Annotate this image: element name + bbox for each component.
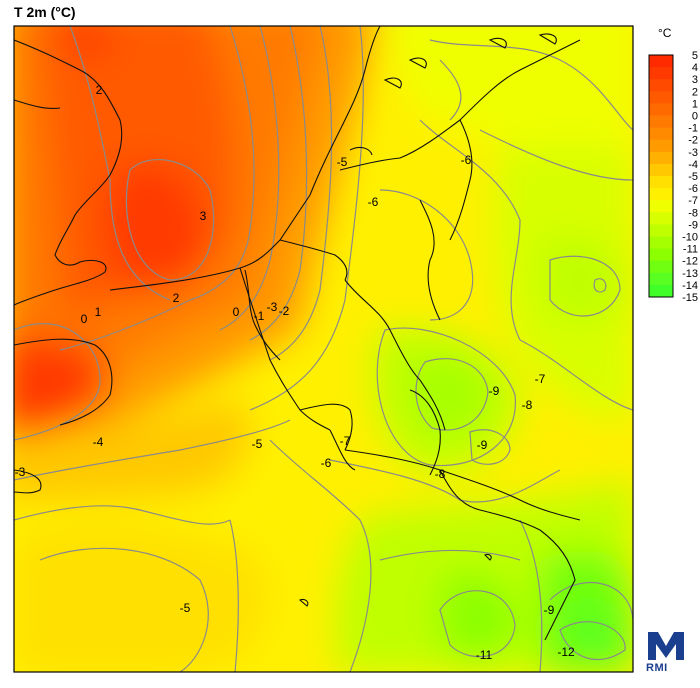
- legend-swatch: [649, 79, 673, 92]
- contour-label: -6: [368, 195, 379, 209]
- map-title: T 2m (°C): [14, 4, 76, 20]
- contour-label: 0: [233, 305, 240, 319]
- contour-label: -9: [477, 438, 488, 452]
- contour-label: -9: [544, 603, 555, 617]
- contour-label: 2: [173, 291, 180, 305]
- legend-swatch: [649, 67, 673, 80]
- contour-labels: 230 120 -1 -2-3-5-6-6-4-3-5-6-7-9-8-7-9-8-5…: [15, 83, 575, 662]
- legend-tick-label: 2: [692, 86, 698, 98]
- legend-swatch: [649, 151, 673, 165]
- legend-tick-label: -11: [683, 244, 698, 256]
- legend-swatch: [649, 91, 673, 104]
- legend-colorbar: [648, 54, 674, 298]
- legend-tick-label: -4: [688, 159, 698, 171]
- legend-tick-label: -3: [688, 147, 698, 159]
- legend-tick-label: 3: [692, 74, 698, 86]
- coastlines-borders: [14, 26, 581, 641]
- legend-tick-label: -6: [688, 183, 698, 195]
- legend-swatch: [649, 115, 673, 129]
- legend-tick-label: -14: [682, 280, 698, 292]
- legend-tick-label: 1: [692, 98, 698, 110]
- legend-tick-label: -2: [688, 135, 698, 147]
- contour-label: -5: [337, 155, 348, 169]
- contour-label: -9: [489, 384, 500, 398]
- contour-lines: [14, 26, 633, 672]
- legend-tick-label: 4: [692, 62, 698, 74]
- contour-label: 1: [95, 305, 102, 319]
- contour-label: -5: [180, 601, 191, 615]
- contour-label: -12: [557, 645, 575, 659]
- contour-label: -3: [15, 465, 26, 479]
- legend-swatch: [649, 188, 673, 201]
- contour-label: -7: [535, 372, 546, 386]
- legend-unit: °C: [658, 26, 672, 40]
- legend-tick-label: -15: [682, 292, 698, 304]
- legend-swatch: [649, 127, 673, 141]
- legend-tick-label: -1: [688, 123, 698, 135]
- legend-swatch: [649, 272, 673, 286]
- legend-swatch: [649, 248, 673, 262]
- legend-swatch: [649, 176, 673, 189]
- legend-swatch: [649, 236, 673, 250]
- legend-frame: [648, 54, 674, 298]
- legend-swatch: [649, 212, 673, 225]
- contour-label: 3: [200, 209, 207, 223]
- legend-tick-label: 5: [692, 50, 698, 62]
- contour-label: -7: [340, 434, 351, 448]
- contour-label: -8: [522, 398, 533, 412]
- map-frame: [13, 25, 634, 673]
- legend-tick-label: -13: [682, 268, 698, 280]
- contour-label: -1: [254, 309, 265, 323]
- legend-swatch: [649, 260, 673, 274]
- legend-swatch: [649, 103, 673, 116]
- contour-label: -3: [267, 300, 278, 314]
- legend-swatch: [649, 224, 673, 237]
- contour-label: -6: [461, 153, 472, 167]
- contour-label: -8: [435, 467, 446, 481]
- legend-swatch: [649, 200, 673, 213]
- legend-tick-labels: 543210-1-2-3-4-5-6-7-8-9-10-11-12-13-14-…: [682, 50, 698, 304]
- contour-label: -6: [321, 456, 332, 470]
- legend-swatch: [649, 284, 673, 298]
- rmi-logo-text: RMI: [646, 662, 668, 674]
- contour-label: 0: [81, 312, 88, 326]
- legend-tick-label: -5: [688, 171, 698, 183]
- legend-tick-label: -8: [688, 207, 698, 219]
- legend-tick-label: -9: [688, 219, 698, 231]
- legend-swatch: [649, 163, 673, 177]
- contour-label: -5: [252, 437, 263, 451]
- rmi-logo-icon: [648, 632, 684, 660]
- contour-label: -2: [279, 304, 290, 318]
- legend-swatch: [649, 55, 673, 68]
- legend-swatch: [649, 139, 673, 153]
- contour-label: -11: [476, 648, 493, 662]
- legend-tick-label: 0: [692, 111, 698, 123]
- legend-tick-label: -7: [688, 195, 698, 207]
- contour-label: 2: [96, 83, 103, 97]
- contour-label: -4: [93, 435, 104, 449]
- legend-tick-label: -12: [682, 256, 698, 268]
- legend-tick-label: -10: [682, 232, 698, 244]
